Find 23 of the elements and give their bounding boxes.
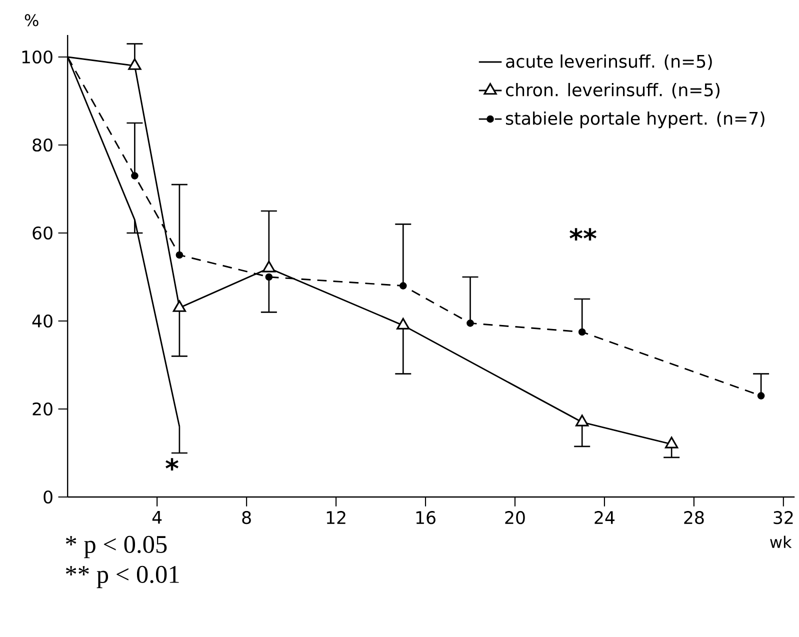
y-tick-label: 20 [32,402,52,416]
x-tick-label: 12 [326,511,346,524]
x-tick-label: 4 [152,511,162,524]
x-tick-label: 32 [774,511,793,524]
y-tick-label: 80 [32,138,52,152]
y-axis-title: % [24,14,38,26]
x-tick-label: 8 [242,511,251,524]
x-axis-title: wk [770,536,792,548]
legend-label: acute leverinsuff. (n=5) [506,54,712,70]
y-tick-label: 0 [44,490,52,504]
text: * p < 0.05 [66,536,167,558]
legend-label: chron. leverinsuff. (n=5) [506,82,720,98]
legend-label: stabiele portale hypert. (n=7) [506,111,764,128]
y-tick-label: 40 [32,314,52,328]
x-tick-label: 28 [684,511,704,524]
x-tick-label: 16 [416,511,436,524]
annotation: ** [570,228,596,240]
x-tick-label: 24 [594,511,615,524]
text: ** p < 0.01 [66,566,179,588]
x-tick-label: 20 [505,511,525,524]
annotation: * [166,458,178,470]
y-tick-label: 100 [22,50,52,64]
y-tick-label: 60 [32,226,52,240]
